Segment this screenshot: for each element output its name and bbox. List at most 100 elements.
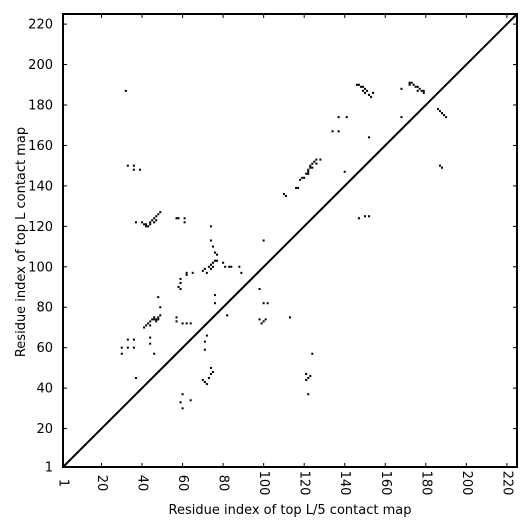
x-axis-label: Residue index of top L/5 contact map	[169, 503, 412, 518]
contact-point-upper	[443, 114, 446, 117]
contact-point-upper	[355, 83, 358, 86]
contact-point-upper	[363, 91, 367, 94]
contact-point-lower	[134, 221, 137, 224]
contact-point-lower	[157, 296, 160, 299]
contact-point-upper	[418, 87, 421, 90]
contact-point-lower	[132, 346, 135, 349]
contact-point-upper	[284, 195, 287, 198]
contact-point-lower	[185, 322, 188, 325]
contact-point-upper	[331, 130, 334, 133]
contact-point-upper	[438, 110, 441, 113]
contact-point-lower	[159, 211, 162, 214]
contact-point-lower	[157, 213, 160, 216]
contact-point-upper	[422, 91, 425, 94]
contact-point-lower	[205, 334, 208, 337]
contact-point-upper	[408, 81, 411, 84]
contact-point-lower	[357, 217, 360, 220]
contact-point-lower	[149, 342, 152, 345]
x-tick-label: 200	[459, 471, 474, 496]
contact-point-lower	[209, 239, 212, 242]
contact-point-upper	[366, 89, 369, 92]
contact-point-lower	[211, 265, 214, 268]
contact-point-upper	[441, 112, 444, 115]
contact-point-lower	[175, 316, 178, 319]
contact-point-lower	[126, 346, 129, 349]
contact-point-lower	[120, 352, 123, 355]
contact-point-upper	[445, 116, 448, 119]
contact-point-lower	[209, 225, 212, 228]
contact-point-lower	[207, 377, 210, 380]
y-axis-label: Residue index of top L contact map	[14, 127, 29, 357]
contact-point-upper	[309, 164, 312, 167]
contact-point-upper	[311, 166, 314, 169]
contact-point-lower	[185, 271, 188, 274]
contact-point-lower	[124, 89, 127, 92]
contact-point-lower	[132, 168, 135, 171]
contact-point-upper	[315, 158, 318, 161]
contact-point-lower	[211, 261, 214, 264]
contact-point-lower	[151, 318, 154, 321]
contact-point-lower	[155, 320, 158, 323]
contact-point-lower	[211, 370, 214, 373]
contact-point-lower	[230, 265, 233, 268]
contact-point-lower	[139, 168, 142, 171]
contact-point-upper	[311, 162, 314, 165]
y-tick-label: 140	[28, 179, 53, 194]
contact-point-lower	[153, 318, 156, 321]
contact-point-lower	[343, 170, 346, 173]
contact-point-lower	[216, 253, 219, 256]
contact-point-lower	[132, 338, 135, 341]
contact-point-upper	[309, 166, 312, 169]
contact-point-lower	[126, 338, 129, 341]
contact-point-upper	[372, 91, 375, 94]
contact-point-lower	[307, 377, 310, 380]
contact-point-upper	[307, 168, 310, 171]
x-tick-label: 140	[337, 471, 352, 496]
contact-point-lower	[183, 221, 186, 224]
contact-point-lower	[305, 372, 308, 375]
contact-point-upper	[297, 186, 300, 189]
contact-point-lower	[145, 223, 148, 226]
contact-point-lower	[203, 381, 206, 384]
contact-point-upper	[359, 85, 362, 88]
contact-point-lower	[179, 401, 182, 404]
contact-point-lower	[157, 316, 160, 319]
contact-point-upper	[307, 170, 310, 173]
contact-point-upper	[436, 108, 439, 111]
contact-point-upper	[368, 136, 371, 139]
contact-point-lower	[149, 221, 152, 224]
contact-point-lower	[224, 265, 227, 268]
y-tick-label: 120	[28, 220, 53, 235]
contact-point-upper	[422, 89, 425, 92]
contact-point-lower	[214, 259, 217, 262]
contact-point-lower	[147, 225, 150, 228]
contact-point-lower	[177, 286, 180, 289]
contact-point-lower	[177, 217, 180, 220]
contact-point-lower	[149, 223, 152, 226]
contact-point-upper	[361, 89, 364, 92]
x-tick-label: 220	[499, 471, 514, 496]
contact-point-lower	[179, 288, 182, 291]
contact-point-lower	[203, 267, 206, 270]
contact-point-lower	[222, 261, 225, 264]
contact-point-upper	[299, 178, 302, 181]
contact-point-lower	[207, 265, 210, 268]
contact-point-upper	[361, 85, 364, 88]
contact-point-upper	[400, 87, 403, 90]
contact-point-upper	[363, 87, 367, 90]
contact-point-lower	[309, 374, 312, 378]
contact-point-upper	[416, 85, 419, 88]
y-tick-label: 160	[28, 139, 53, 154]
contact-point-lower	[201, 269, 204, 272]
contact-point-lower	[441, 166, 444, 169]
contact-point-lower	[145, 225, 148, 228]
y-tick-label: 200	[28, 58, 53, 73]
contact-point-lower	[203, 348, 206, 351]
contact-point-lower	[201, 379, 204, 382]
y-tick-label: 220	[28, 18, 53, 33]
y-tick-label: 1	[45, 461, 53, 476]
x-tick-label: 160	[378, 471, 393, 496]
x-tick-label: 180	[418, 471, 433, 496]
